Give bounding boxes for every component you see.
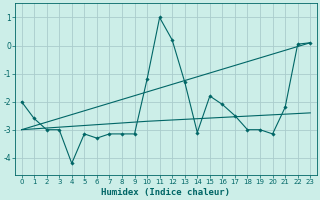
X-axis label: Humidex (Indice chaleur): Humidex (Indice chaleur) [101, 188, 230, 197]
